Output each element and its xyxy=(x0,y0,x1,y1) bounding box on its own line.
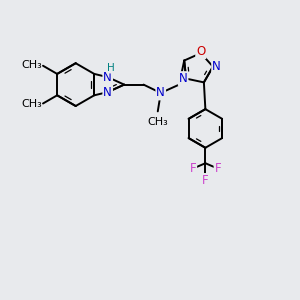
Text: F: F xyxy=(202,174,209,187)
Text: F: F xyxy=(214,162,221,175)
Text: CH₃: CH₃ xyxy=(21,99,42,109)
Text: O: O xyxy=(196,45,206,58)
Text: H: H xyxy=(107,63,115,73)
Text: N: N xyxy=(179,72,188,85)
Text: N: N xyxy=(103,85,112,99)
Text: CH₃: CH₃ xyxy=(21,60,42,70)
Text: F: F xyxy=(190,162,196,175)
Text: N: N xyxy=(103,70,112,84)
Text: N: N xyxy=(156,86,165,99)
Text: CH₃: CH₃ xyxy=(147,117,168,127)
Text: N: N xyxy=(212,60,221,73)
